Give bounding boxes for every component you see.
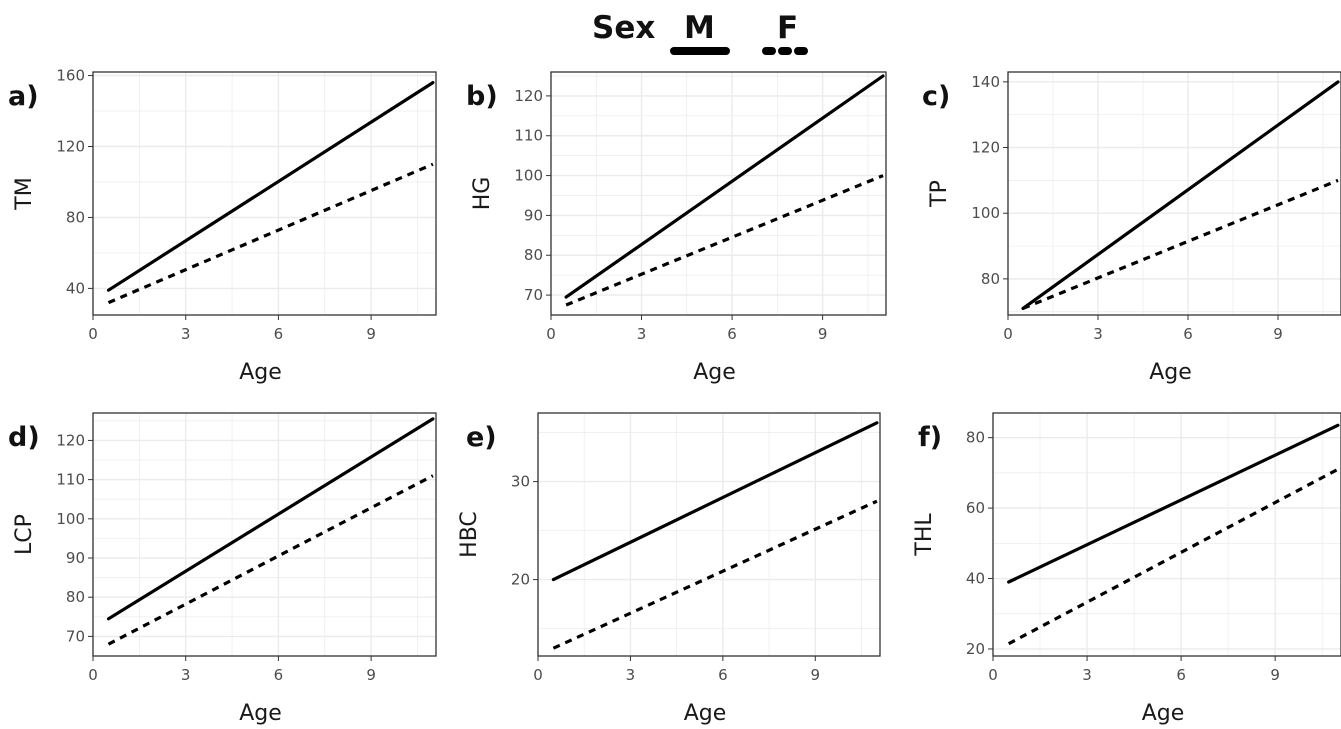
x-tick-label: 0 — [88, 666, 98, 684]
x-tick-label: 3 — [1093, 325, 1103, 343]
x-tick-label: 9 — [366, 325, 376, 343]
x-tick-label: 0 — [88, 325, 98, 343]
y-tick-label: 100 — [514, 167, 543, 185]
x-tick-label: 9 — [1270, 666, 1280, 684]
x-tick-label: 9 — [811, 666, 821, 684]
y-tick-label: 120 — [971, 139, 1000, 157]
x-tick-label: 0 — [546, 325, 556, 343]
y-axis-title: LCP — [12, 514, 37, 555]
x-axis-title: Age — [684, 701, 727, 726]
y-tick-label: 90 — [524, 206, 543, 224]
panel-tm: 0 3 6 9 40 80 120 160 Age TM a) — [8, 67, 436, 385]
y-tick-label: 70 — [66, 627, 85, 645]
x-tick-label: 9 — [818, 325, 828, 343]
y-tick-label: 80 — [966, 429, 985, 447]
y-tick-label: 100 — [56, 510, 85, 528]
x-tick-label: 9 — [1273, 325, 1283, 343]
panel-hbc: 0 3 6 9 20 30 Age HBC e) — [457, 413, 880, 726]
y-tick-label: 110 — [56, 471, 85, 489]
x-tick-label: 6 — [727, 325, 737, 343]
y-axis-title: TP — [927, 180, 952, 208]
y-tick-label: 60 — [966, 499, 985, 517]
x-tick-label: 6 — [274, 666, 284, 684]
panel-tp: 0 3 6 9 80 100 120 140 Age TP c) — [922, 72, 1341, 385]
panel-lcp: 0 3 6 9 70 80 90 100 110 120 Age LCP d) — [8, 413, 436, 726]
panel-hg: 0 3 6 9 70 80 90 100 110 120 Age HG b) — [466, 72, 886, 385]
y-tick-label: 160 — [56, 67, 85, 85]
panel-thl: 0 3 6 9 20 40 60 80 Age THL f) — [912, 413, 1341, 726]
y-tick-label: 80 — [524, 246, 543, 264]
x-tick-label: 0 — [1003, 325, 1013, 343]
panel-tag: d) — [8, 422, 40, 453]
panel-tag: a) — [8, 81, 39, 112]
y-axis-title: TM — [12, 177, 37, 210]
y-tick-label: 90 — [66, 549, 85, 567]
x-axis-title: Age — [239, 360, 282, 385]
panel-background — [538, 413, 880, 656]
x-tick-label: 0 — [533, 666, 543, 684]
y-axis-title: HG — [470, 177, 495, 211]
y-tick-label: 40 — [966, 570, 985, 588]
x-axis-title: Age — [1142, 701, 1185, 726]
y-tick-label: 40 — [66, 279, 85, 297]
y-tick-label: 20 — [511, 571, 530, 589]
x-axis-title: Age — [239, 701, 282, 726]
y-tick-label: 80 — [981, 270, 1000, 288]
y-tick-label: 20 — [966, 640, 985, 658]
y-tick-label: 70 — [524, 286, 543, 304]
y-tick-label: 140 — [971, 73, 1000, 91]
x-tick-label: 3 — [181, 325, 191, 343]
y-tick-label: 80 — [66, 588, 85, 606]
panel-tag: b) — [466, 81, 498, 112]
x-tick-label: 3 — [181, 666, 191, 684]
x-tick-label: 6 — [274, 325, 284, 343]
x-tick-label: 3 — [626, 666, 636, 684]
x-axis-title: Age — [1149, 360, 1192, 385]
y-axis-title: HBC — [457, 511, 482, 558]
y-tick-label: 110 — [514, 127, 543, 145]
y-axis-title: THL — [912, 513, 937, 557]
y-tick-label: 120 — [56, 431, 85, 449]
y-tick-label: 30 — [511, 473, 530, 491]
panel-background — [93, 72, 436, 315]
panel-tag: e) — [466, 422, 497, 453]
panel-tag: c) — [922, 81, 950, 112]
x-tick-label: 6 — [718, 666, 728, 684]
x-tick-label: 6 — [1183, 325, 1193, 343]
x-axis-title: Age — [693, 360, 736, 385]
x-tick-label: 6 — [1176, 666, 1186, 684]
x-tick-label: 3 — [637, 325, 647, 343]
y-tick-label: 100 — [971, 204, 1000, 222]
y-tick-label: 120 — [56, 137, 85, 155]
x-tick-label: 9 — [366, 666, 376, 684]
y-tick-label: 80 — [66, 208, 85, 226]
x-tick-label: 3 — [1082, 666, 1092, 684]
x-tick-label: 0 — [988, 666, 998, 684]
panel-tag: f) — [918, 422, 942, 453]
y-tick-label: 120 — [514, 87, 543, 105]
